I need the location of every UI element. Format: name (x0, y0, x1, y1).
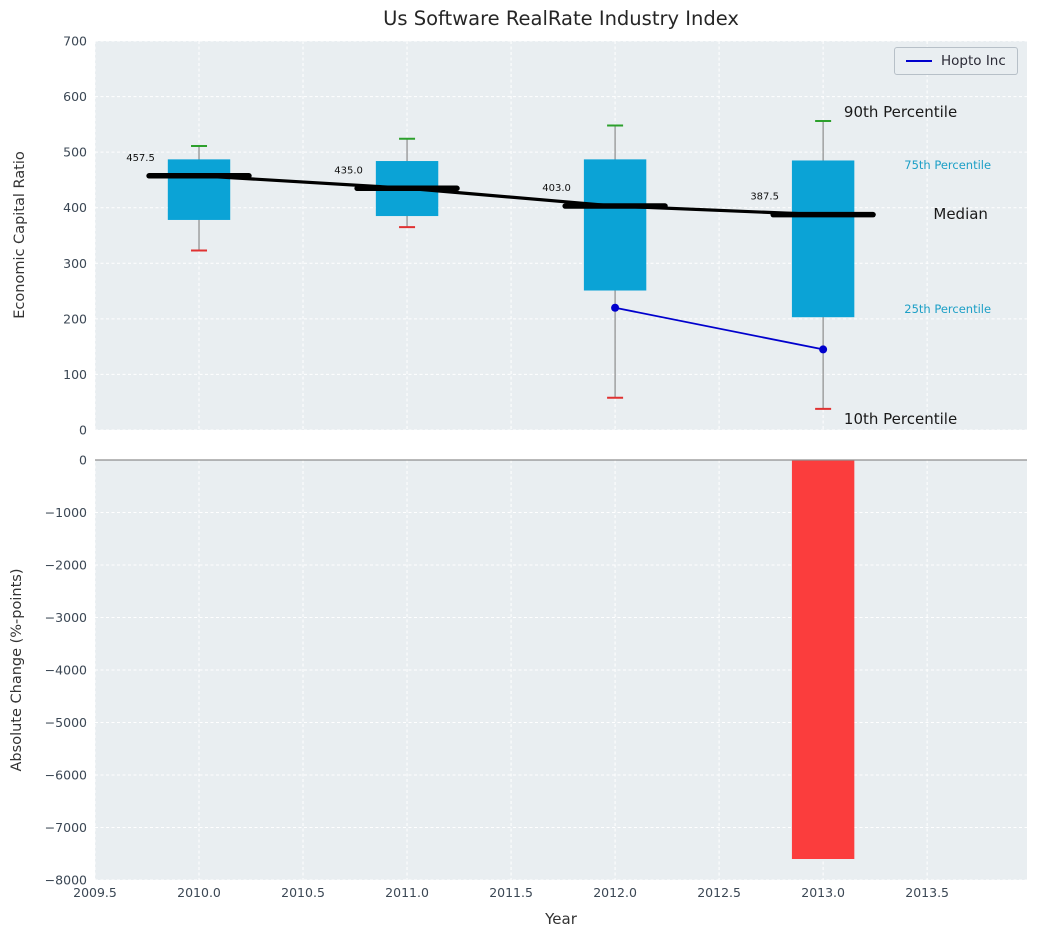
bottom-y-tick-label: −8000 (45, 873, 87, 888)
chart-title: Us Software RealRate Industry Index (383, 7, 739, 30)
x-tick-label: 2012.5 (697, 885, 741, 900)
x-tick-label: 2012.0 (593, 885, 637, 900)
bottom-y-tick-label: −3000 (45, 610, 87, 625)
hopto-marker (819, 345, 828, 354)
bottom-y-tick-label: −4000 (45, 663, 87, 678)
x-tick-label: 2013.0 (801, 885, 845, 900)
median-value-label: 387.5 (750, 192, 779, 203)
bottom-y-tick-label: −2000 (45, 558, 87, 573)
bottom-y-tick-label: −6000 (45, 768, 87, 783)
top-y-tick-label: 300 (63, 256, 87, 271)
annotation-90th-percentile: 90th Percentile (844, 103, 957, 121)
top-y-tick-label: 700 (63, 34, 87, 49)
bottom-y-tick-label: 0 (79, 453, 87, 468)
top-y-tick-label: 0 (79, 423, 87, 438)
box-iqr (583, 159, 647, 291)
legend: Hopto Inc (894, 47, 1018, 75)
top-y-axis-label: Economic Capital Ratio (12, 151, 28, 319)
legend-line-sample (906, 60, 932, 62)
annotation-75th-percentile: 75th Percentile (904, 158, 991, 172)
x-tick-label: 2011.5 (489, 885, 533, 900)
box-iqr (791, 160, 855, 318)
bottom-y-tick-label: −5000 (45, 715, 87, 730)
x-tick-label: 2013.5 (905, 885, 949, 900)
annotation-10th-percentile: 10th Percentile (844, 410, 957, 428)
median-value-label: 457.5 (126, 153, 155, 164)
top-y-tick-label: 600 (63, 89, 87, 104)
box-iqr (167, 159, 231, 220)
x-tick-label: 2010.5 (281, 885, 325, 900)
annotation-25th-percentile: 25th Percentile (904, 302, 991, 316)
bottom-y-tick-label: −7000 (45, 820, 87, 835)
annotation-median: Median (933, 205, 988, 223)
change-bar (791, 460, 855, 859)
hopto-line (614, 306, 824, 351)
x-tick-label: 2009.5 (73, 885, 117, 900)
top-y-tick-label: 100 (63, 367, 87, 382)
x-axis-label: Year (545, 910, 577, 928)
bottom-y-tick-label: −1000 (45, 505, 87, 520)
top-panel-bg (95, 41, 1027, 430)
bottom-y-axis-label: Absolute Change (%-points) (9, 568, 25, 772)
hopto-marker (611, 303, 620, 312)
x-tick-label: 2011.0 (385, 885, 429, 900)
x-tick-label: 2010.0 (177, 885, 221, 900)
median-value-label: 403.0 (542, 183, 571, 194)
median-value-label: 435.0 (334, 165, 363, 176)
top-y-tick-label: 400 (63, 200, 87, 215)
top-y-tick-label: 200 (63, 311, 87, 326)
median-connector (198, 174, 824, 217)
legend-label: Hopto Inc (941, 53, 1006, 69)
top-y-tick-label: 500 (63, 145, 87, 160)
